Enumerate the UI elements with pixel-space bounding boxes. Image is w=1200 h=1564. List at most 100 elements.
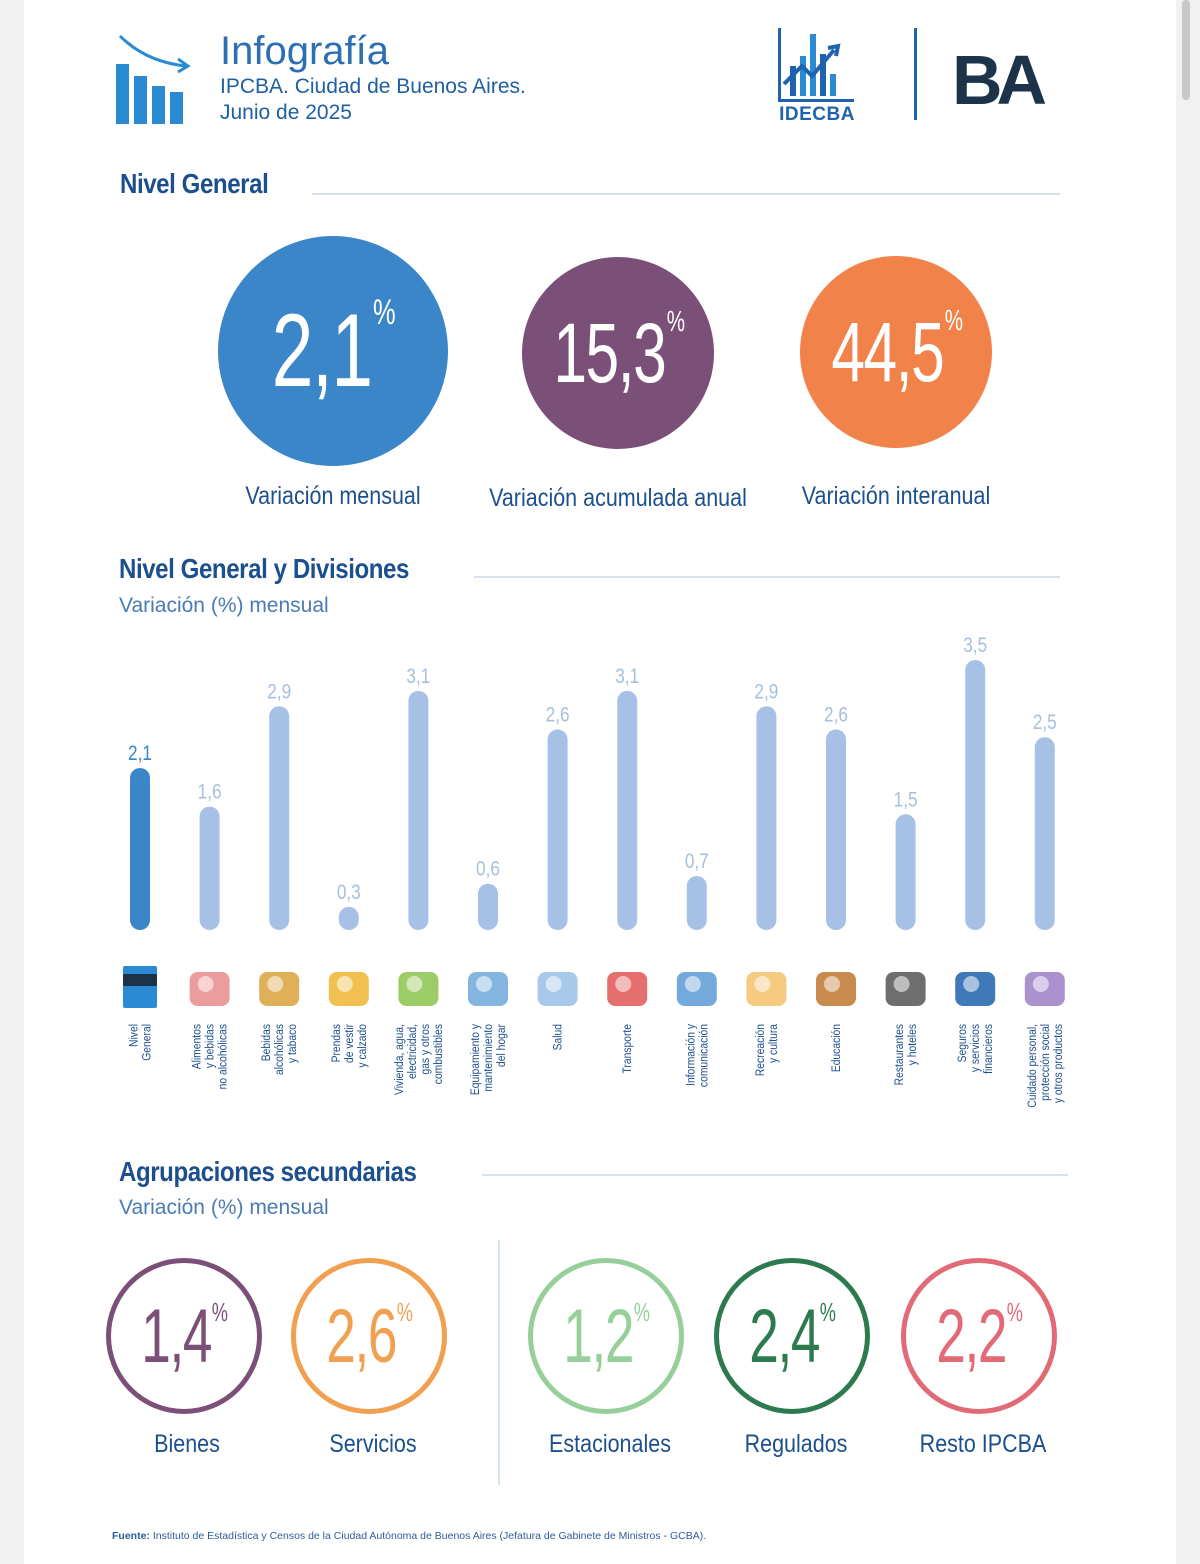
category-label-line: y calzado	[356, 1024, 369, 1068]
metric-label-interanual: Variación interanual	[801, 482, 991, 510]
page-period: Junio de 2025	[220, 101, 352, 124]
agrupacion-value: 2,4%	[749, 1293, 836, 1379]
bar-value-label: 2,9	[754, 681, 778, 704]
bar-value-label: 2,1	[128, 743, 152, 766]
bar-value-label: 1,5	[894, 789, 918, 812]
metric-circle-interanual: 44,5%	[800, 256, 992, 448]
scrollbar[interactable]	[1182, 0, 1190, 100]
header-title-block: Infografía IPCBA. Ciudad de Buenos Aires…	[220, 28, 526, 126]
category-label-line: combustibles	[432, 1024, 445, 1085]
bar-9	[756, 706, 777, 930]
bar-value-label: 3,1	[615, 665, 639, 688]
personal-care-icon	[1024, 972, 1065, 1006]
category-label-line: del hogar	[495, 1024, 508, 1067]
bar-value-label: 1,6	[198, 781, 222, 804]
chart-trend-icon	[116, 34, 191, 124]
theater-masks-icon	[746, 972, 787, 1006]
bar-value-label: 0,3	[337, 881, 361, 904]
agrupacion-circle-1: 2,6%	[291, 1258, 447, 1414]
footer-text: Instituto de Estadística y Censos de la …	[152, 1530, 707, 1542]
category-label-line: alcohólicas	[274, 1024, 287, 1075]
category-label-line: no alcohólicas	[217, 1024, 230, 1090]
category-label-line: Prendas	[330, 1024, 343, 1063]
bar-value-label: 3,1	[406, 665, 430, 688]
category-label-line: y hoteles	[906, 1024, 919, 1066]
section-divider	[482, 1174, 1068, 1176]
metric-label-mensual: Variación mensual	[245, 482, 421, 510]
bar-10	[826, 729, 846, 930]
bar-value-label: 0,6	[476, 858, 500, 881]
ba-logo-text: BA	[952, 48, 1046, 108]
section-divider	[312, 193, 1060, 195]
category-label-line: Transporte	[622, 1024, 635, 1074]
category-label: Recreación y cultura	[754, 1023, 780, 1076]
divisiones-bar-chart: 2,1 Nivel General 1,6 Alimentos y bebidas no a…	[123, 635, 1065, 1108]
bar-0	[130, 768, 150, 930]
ipc-ba-icon	[123, 966, 157, 1008]
category-label-line: gas y otros	[419, 1024, 432, 1075]
house-icon	[398, 972, 439, 1006]
category-label-line: electricidad,	[406, 1024, 419, 1079]
bar-11	[895, 814, 916, 930]
bar-value-label: 2,5	[1033, 712, 1057, 735]
category-label-line: Equipamiento y	[469, 1024, 482, 1095]
category-label: Cuidado personal, protección social y otro…	[1026, 1024, 1065, 1108]
category-label: Salud	[552, 1024, 565, 1050]
category-label: Bebidas alcohólicas y tabaco	[261, 1024, 300, 1075]
agrupacion-value: 2,2%	[936, 1293, 1023, 1379]
category-label: Alimentos y bebidas no alcohólicas	[191, 1024, 230, 1090]
agrupacion-value: 2,6%	[326, 1293, 413, 1379]
agrupacion-label: Estacionales	[549, 1430, 671, 1458]
page-subtitle: IPCBA. Ciudad de Buenos Aires.	[220, 75, 526, 98]
school-icon	[816, 972, 856, 1006]
category-label: Transporte	[622, 1024, 635, 1074]
section-subtitle-agrupaciones: Variación (%) mensual	[119, 1196, 329, 1219]
category-label-line: General	[141, 1024, 154, 1061]
metric-value: 2,1%	[271, 292, 396, 409]
logo-separator	[914, 28, 917, 120]
metric-value: 15,3%	[552, 305, 685, 400]
category-label-line: Restaurantes	[893, 1024, 906, 1086]
category-label: Educación	[830, 1024, 843, 1072]
bar-6	[547, 729, 568, 930]
bar-value-label: 2,6	[546, 704, 570, 727]
agrupacion-value: 1,4%	[141, 1293, 228, 1379]
category-label-line: y cultura	[767, 1023, 780, 1063]
restaurant-icon	[885, 972, 926, 1006]
category-label-line: Seguros	[957, 1024, 970, 1063]
section-title-nivel-general: Nivel General	[120, 168, 269, 199]
bank-icon	[955, 972, 996, 1006]
bar-2	[269, 706, 290, 930]
category-label-line: y bebidas	[204, 1024, 217, 1069]
bar-4	[408, 690, 429, 930]
footer-source: Fuente: Instituto de Estadística y Censo…	[112, 1530, 706, 1542]
bar-13	[1034, 737, 1055, 930]
bar-8	[686, 876, 707, 930]
category-label: Prendas de vestir y calzado	[330, 1024, 369, 1068]
category-label-line: financieros	[983, 1024, 996, 1074]
idecba-logo	[778, 28, 854, 102]
agrupacion-label: Resto IPCBA	[919, 1430, 1047, 1458]
bar-3	[338, 906, 359, 930]
category-label-line: Bebidas	[261, 1024, 274, 1062]
category-label: Vivienda, agua, electricidad, gas y otros c…	[393, 1024, 445, 1095]
jacket-icon	[328, 972, 369, 1006]
category-label-line: y tabaco	[287, 1024, 300, 1063]
bar-12	[965, 660, 986, 930]
idecba-logo-text: IDECBA	[779, 104, 855, 125]
agrupacion-circle-4: 2,2%	[901, 1258, 1057, 1414]
category-label-line: Alimentos	[191, 1024, 204, 1070]
bar-value-label: 2,6	[824, 704, 848, 727]
ba-logo: BA	[952, 48, 1052, 108]
group-divider	[498, 1240, 500, 1485]
category-label-line: comunicación	[698, 1024, 711, 1087]
bar-1	[199, 806, 220, 930]
agrupacion-circle-0: 1,4%	[106, 1258, 262, 1414]
section-divider	[474, 576, 1060, 578]
bar-value-label: 0,7	[685, 851, 709, 874]
category-label-line: de vestir	[343, 1024, 356, 1063]
category-label-line: Información y	[685, 1024, 698, 1086]
footer-label: Fuente:	[112, 1530, 150, 1542]
metric-label-acumulada: Variación acumulada anual	[489, 484, 747, 512]
food-icon	[189, 972, 230, 1006]
